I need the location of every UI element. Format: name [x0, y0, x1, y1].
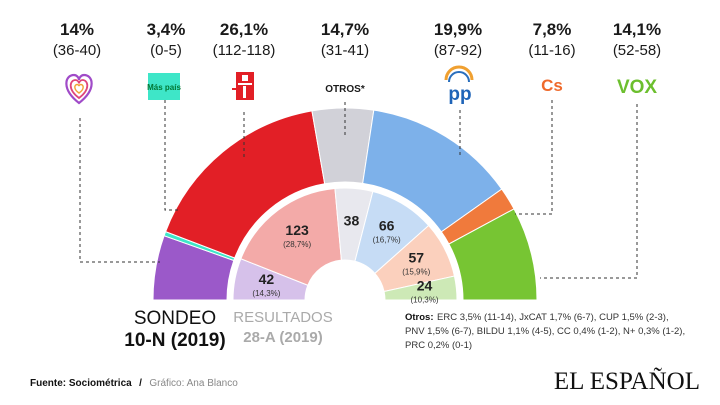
pp-logo-text: pp — [448, 84, 471, 105]
inner-slice-5 — [383, 275, 458, 301]
inner-seat-value-1: 123 — [285, 222, 309, 238]
range-label-heart: (36-40) — [53, 42, 101, 59]
vox-logo-icon: VOX — [617, 77, 657, 98]
heart-logo-icon — [65, 73, 93, 105]
otros-note-heading: Otros: — [405, 312, 434, 323]
inner-slice-1 — [240, 187, 342, 286]
pct-label-mas-pais: 3,4% — [147, 20, 186, 39]
leader-lines — [79, 100, 638, 279]
outer-slice-6 — [448, 208, 538, 301]
outer-donut — [152, 107, 538, 301]
otros-note-line1: ERC 3,5% (11-14), JxCAT 1,7% (6-7), CUP … — [437, 312, 669, 323]
brand-logo: EL ESPAÑOL — [554, 367, 700, 395]
range-label-otros: (31-41) — [321, 42, 369, 59]
inner-seat-value-4: 57 — [408, 250, 424, 266]
source-separator: / — [139, 378, 142, 389]
source-credit: Gráfico: Ana Blanco — [149, 378, 238, 389]
otros-note-line2: PNV 1,5% (6-7), BILDU 1,1% (4-5), CC 0,4… — [405, 326, 685, 337]
inner-seat-pct-1: (28,7%) — [283, 240, 311, 249]
party-labels: 14% (36-40) 3,4% (0-5) 26,1% (112-118) 1… — [53, 20, 661, 95]
cs-logo-icon: Cs — [541, 76, 563, 95]
range-label-pp: (87-92) — [434, 42, 482, 59]
range-label-vox: (52-58) — [613, 42, 661, 59]
results-title-line1: RESULTADOS — [233, 309, 332, 326]
mas-pais-logo-text: Más país — [147, 83, 181, 92]
results-title-line2: 28-A (2019) — [243, 329, 322, 346]
inner-seat-pct-5: (10,3%) — [411, 295, 439, 304]
range-label-psoe: (112-118) — [213, 42, 276, 59]
inner-seat-labels: 42 (14,3%) 123 (28,7%) 38 66 (16,7%) 57 (15,9%)2… — [252, 212, 438, 304]
pct-label-psoe: 26,1% — [220, 20, 268, 39]
pct-label-otros: 14,7% — [321, 20, 369, 39]
leader-line-mas-pais — [164, 100, 180, 211]
inner-seat-value-5: 24 — [417, 277, 433, 293]
leader-line-heart — [79, 118, 160, 263]
inner-seat-pct-3: (16,7%) — [373, 236, 401, 245]
source-label: Fuente: Sociométrica — [30, 378, 132, 389]
cs-logo-text: Cs — [541, 76, 563, 95]
otros-note-line3: PRC 0,2% (0-1) — [405, 340, 472, 351]
leader-line-vox — [540, 104, 638, 279]
pct-label-vox: 14,1% — [613, 20, 661, 39]
otros-note: Otros: ERC 3,5% (11-14), JxCAT 1,7% (6-7… — [405, 312, 685, 351]
range-label-cs: (11-16) — [528, 42, 575, 59]
psoe-rose-logo-icon — [232, 72, 254, 100]
pct-label-pp: 19,9% — [434, 20, 482, 39]
pct-label-cs: 7,8% — [533, 20, 572, 39]
inner-donut — [232, 187, 458, 301]
source-line: Fuente: Sociométrica / Gráfico: Ana Blan… — [30, 373, 238, 390]
inner-seat-pct-0: (14,3%) — [252, 289, 280, 298]
inner-seat-value-2: 38 — [344, 212, 360, 228]
mas-pais-logo-icon: Más país — [147, 73, 181, 100]
range-label-mas-pais: (0-5) — [150, 42, 182, 59]
leader-line-cs — [515, 100, 553, 215]
pp-logo-icon: pp — [444, 65, 474, 105]
poll-title-line2: 10-N (2019) — [124, 330, 225, 351]
pct-label-heart: 14% — [60, 20, 94, 39]
inner-seat-value-0: 42 — [259, 271, 275, 287]
inner-seat-pct-4: (15,9%) — [402, 268, 430, 277]
otros-label: OTROS* — [325, 84, 365, 95]
poll-title-line1: SONDEO — [134, 308, 216, 329]
vox-logo-text: VOX — [617, 77, 657, 98]
inner-seat-value-3: 66 — [379, 218, 395, 234]
